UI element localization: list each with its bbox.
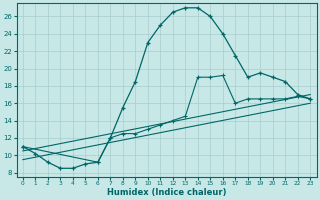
X-axis label: Humidex (Indice chaleur): Humidex (Indice chaleur) xyxy=(107,188,226,197)
